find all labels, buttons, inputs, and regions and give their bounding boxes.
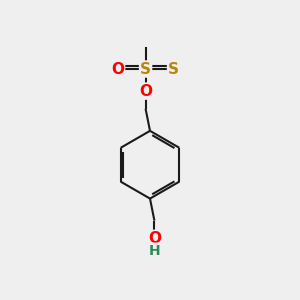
Text: O: O — [148, 231, 161, 246]
Text: H: H — [148, 244, 160, 258]
Text: S: S — [140, 61, 151, 76]
Text: O: O — [111, 61, 124, 76]
Text: S: S — [168, 61, 179, 76]
Text: O: O — [139, 84, 152, 99]
